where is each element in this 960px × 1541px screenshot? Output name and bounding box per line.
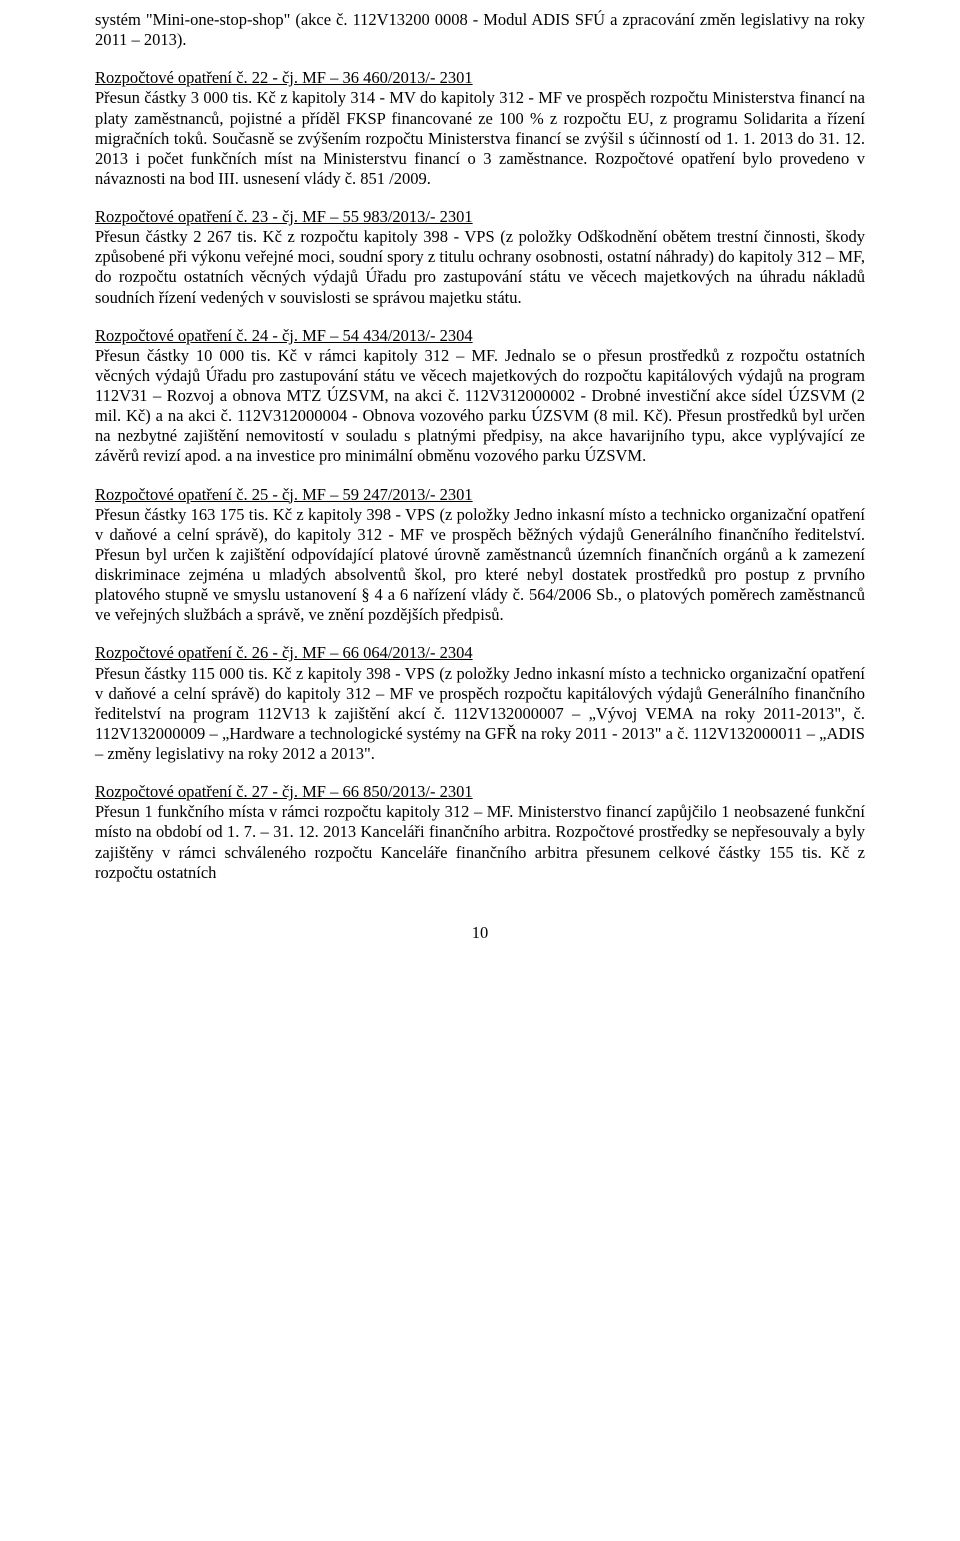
section-26: Rozpočtové opatření č. 26 - čj. MF – 66 … — [95, 643, 865, 764]
section-heading: Rozpočtové opatření č. 25 - čj. MF – 59 … — [95, 485, 865, 505]
section-body: Přesun částky 163 175 tis. Kč z kapitoly… — [95, 505, 865, 626]
intro-paragraph: systém "Mini-one-stop-shop" (akce č. 112… — [95, 10, 865, 50]
section-24: Rozpočtové opatření č. 24 - čj. MF – 54 … — [95, 326, 865, 467]
section-25: Rozpočtové opatření č. 25 - čj. MF – 59 … — [95, 485, 865, 626]
section-heading: Rozpočtové opatření č. 24 - čj. MF – 54 … — [95, 326, 865, 346]
document-page: systém "Mini-one-stop-shop" (akce č. 112… — [0, 0, 960, 1541]
section-heading: Rozpočtové opatření č. 23 - čj. MF – 55 … — [95, 207, 865, 227]
section-body: Přesun částky 3 000 tis. Kč z kapitoly 3… — [95, 88, 865, 189]
section-body: Přesun částky 115 000 tis. Kč z kapitoly… — [95, 664, 865, 765]
section-heading: Rozpočtové opatření č. 26 - čj. MF – 66 … — [95, 643, 865, 663]
section-27: Rozpočtové opatření č. 27 - čj. MF – 66 … — [95, 782, 865, 883]
section-body: Přesun 1 funkčního místa v rámci rozpočt… — [95, 802, 865, 883]
section-body: Přesun částky 10 000 tis. Kč v rámci kap… — [95, 346, 865, 467]
section-23: Rozpočtové opatření č. 23 - čj. MF – 55 … — [95, 207, 865, 308]
section-heading: Rozpočtové opatření č. 27 - čj. MF – 66 … — [95, 782, 865, 802]
section-22: Rozpočtové opatření č. 22 - čj. MF – 36 … — [95, 68, 865, 189]
section-heading: Rozpočtové opatření č. 22 - čj. MF – 36 … — [95, 68, 865, 88]
section-body: Přesun částky 2 267 tis. Kč z rozpočtu k… — [95, 227, 865, 308]
page-number: 10 — [95, 923, 865, 943]
